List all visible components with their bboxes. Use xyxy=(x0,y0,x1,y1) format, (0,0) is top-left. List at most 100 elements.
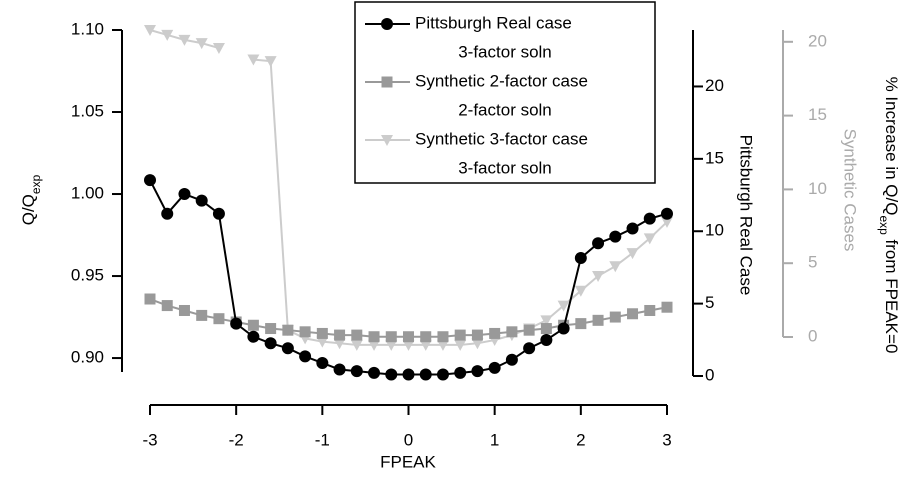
x-tick-label: 3 xyxy=(662,430,671,449)
point xyxy=(454,339,467,351)
point xyxy=(161,29,174,41)
point xyxy=(506,326,518,338)
legend-solution: 2-factor soln xyxy=(458,100,552,119)
point xyxy=(609,230,622,243)
point xyxy=(557,322,570,335)
y2-axis-label: Pittsburgh Real Case xyxy=(737,135,756,296)
point xyxy=(350,339,363,351)
y-tick-label: 1.10 xyxy=(71,19,104,38)
point xyxy=(195,194,208,207)
point xyxy=(575,318,587,330)
point xyxy=(385,331,397,343)
point xyxy=(161,207,174,220)
point xyxy=(213,313,225,325)
point xyxy=(178,304,190,316)
point xyxy=(626,222,639,235)
point xyxy=(420,331,432,343)
point xyxy=(316,336,329,348)
point xyxy=(609,311,621,323)
point xyxy=(471,365,484,378)
point xyxy=(385,339,398,351)
point xyxy=(196,309,208,321)
point xyxy=(195,38,208,50)
point xyxy=(230,317,243,330)
point xyxy=(489,327,501,339)
point xyxy=(471,338,484,350)
point xyxy=(454,366,467,379)
point xyxy=(523,324,535,336)
point xyxy=(557,300,570,312)
point xyxy=(299,350,312,363)
point xyxy=(247,54,260,66)
legend-label: Synthetic 3-factor case xyxy=(415,129,588,148)
point xyxy=(592,271,605,283)
x-axis-label: FPEAK xyxy=(380,452,436,471)
point xyxy=(540,323,552,335)
y-tick-label: 1.00 xyxy=(71,184,104,203)
point xyxy=(643,233,656,245)
point xyxy=(574,252,587,264)
y2-tick-label: 20 xyxy=(705,76,724,95)
point xyxy=(282,324,294,336)
point xyxy=(316,356,329,369)
legend-box xyxy=(354,1,656,184)
legend-marker xyxy=(381,18,393,30)
point xyxy=(264,56,277,68)
y-tick-label: 1.05 xyxy=(71,101,104,120)
x-tick-label: -1 xyxy=(315,430,330,449)
point xyxy=(609,261,622,273)
legend-marker xyxy=(381,76,393,88)
y-axis-label: Q/Qexp xyxy=(19,174,43,225)
point xyxy=(402,368,415,381)
point xyxy=(333,363,346,376)
point xyxy=(661,207,673,220)
point xyxy=(351,329,363,341)
point xyxy=(350,365,363,378)
y2-tick-label: 5 xyxy=(705,293,714,312)
point xyxy=(436,368,449,381)
legend-solution: 3-factor soln xyxy=(458,42,552,61)
point xyxy=(368,339,381,351)
y3-outer-label: % Increase in Q/Qexp from FPEAK=0 xyxy=(877,77,901,354)
point xyxy=(540,334,553,347)
point xyxy=(178,34,191,46)
point xyxy=(178,188,191,201)
point xyxy=(592,237,605,250)
point xyxy=(265,323,277,335)
point xyxy=(437,331,449,343)
point xyxy=(212,207,225,220)
y3-tick-label: 0 xyxy=(808,326,817,345)
x-tick-label: -2 xyxy=(229,430,244,449)
y3-tick-label: 10 xyxy=(808,179,827,198)
point xyxy=(247,319,259,331)
series-line xyxy=(149,298,668,338)
point xyxy=(643,212,656,225)
point xyxy=(574,285,587,297)
y2-tick-label: 0 xyxy=(705,365,714,384)
y2-tick-label: 10 xyxy=(705,221,724,240)
point xyxy=(316,327,328,339)
y-label-main: Q/Q xyxy=(19,194,38,225)
point xyxy=(247,330,260,343)
point xyxy=(212,43,225,55)
x-tick-label: 1 xyxy=(490,430,499,449)
y-tick-label: 0.95 xyxy=(71,266,104,285)
point xyxy=(523,342,536,355)
point xyxy=(333,338,346,350)
y3-tick-label: 20 xyxy=(808,31,827,50)
point xyxy=(627,308,639,320)
point xyxy=(334,329,346,341)
point xyxy=(436,339,449,351)
x-tick-label: -3 xyxy=(142,430,157,449)
legend-marker xyxy=(381,135,393,146)
point xyxy=(281,342,294,355)
y3-tick-label: 5 xyxy=(808,253,817,272)
point xyxy=(540,315,553,327)
point xyxy=(661,216,673,228)
point xyxy=(403,331,414,343)
outer-label-after: from FPEAK=0 xyxy=(882,235,901,354)
y-label-sub: exp xyxy=(29,174,43,194)
point xyxy=(454,329,466,341)
y2-tick-label: 15 xyxy=(705,148,724,167)
